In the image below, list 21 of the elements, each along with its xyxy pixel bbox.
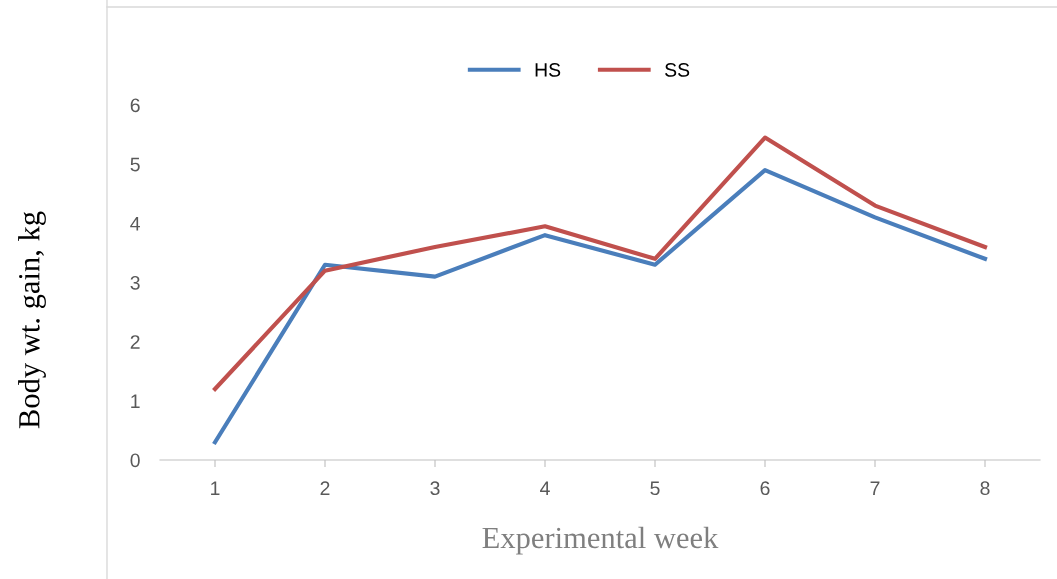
x-tick-label: 2 <box>320 481 330 495</box>
x-tick-label: 7 <box>870 481 880 495</box>
y-tick-label: 1 <box>131 394 140 408</box>
y-tick-label: 0 <box>130 453 140 468</box>
y-tick-label: 2 <box>130 335 140 349</box>
y-tick-label: 6 <box>130 98 140 113</box>
x-tick-label: 3 <box>430 481 440 496</box>
x-tick-label: 4 <box>540 481 550 495</box>
x-tick-label: 5 <box>650 481 660 496</box>
x-axis-title: Experimental week <box>482 526 719 555</box>
legend-label: HS <box>535 63 561 77</box>
x-tick-label: 6 <box>760 481 770 496</box>
legend-label: SS <box>665 63 690 77</box>
y-tick-label: 5 <box>130 157 140 172</box>
line-series <box>212 167 988 445</box>
y-tick-label: 3 <box>130 275 140 290</box>
line-series <box>212 135 988 392</box>
x-tick-label: 1 <box>211 481 220 495</box>
y-axis-title: Body wt. gain, kg <box>18 211 46 429</box>
x-tick-label: 8 <box>980 481 990 496</box>
y-tick-label: 4 <box>130 217 140 231</box>
